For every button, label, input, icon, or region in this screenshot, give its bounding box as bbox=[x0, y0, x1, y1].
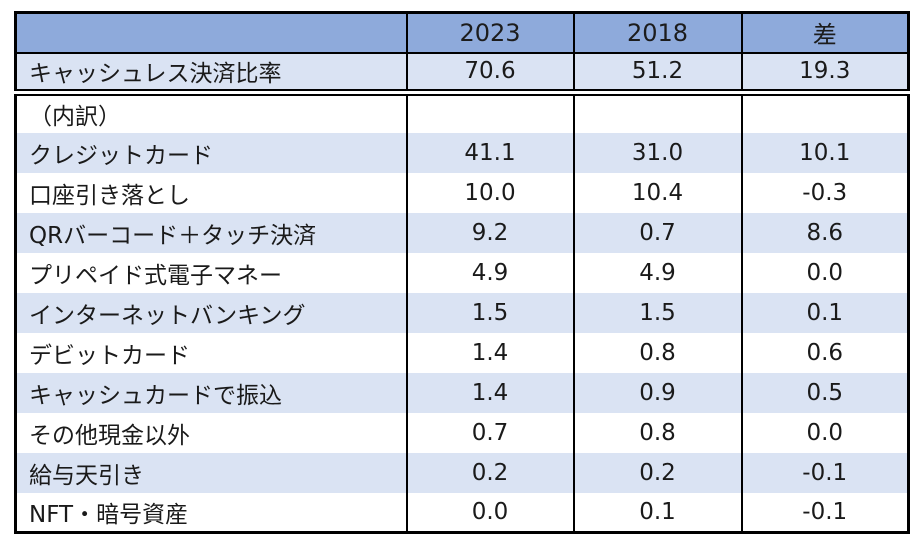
row-label: キャッシュレス決済比率 bbox=[15, 52, 407, 96]
value-cell: 31.0 bbox=[572, 132, 742, 173]
header-label-cell bbox=[15, 12, 407, 54]
value-cell: 0.8 bbox=[572, 332, 742, 373]
table-row: その他現金以外 0.7 0.8 0.0 bbox=[15, 412, 909, 453]
value-cell: 0.2 bbox=[572, 452, 742, 493]
row-label: クレジットカード bbox=[15, 132, 407, 173]
value-cell: 0.5 bbox=[740, 372, 909, 413]
value-cell: 19.3 bbox=[740, 52, 909, 96]
value-cell: -0.1 bbox=[740, 452, 909, 493]
value-cell: 51.2 bbox=[572, 52, 742, 96]
header-difference: 差 bbox=[740, 12, 909, 54]
table-row: NFT・暗号資産 0.0 0.1 -0.1 bbox=[15, 492, 909, 533]
row-label: インターネットバンキング bbox=[15, 292, 407, 333]
value-cell: 0.0 bbox=[405, 492, 574, 533]
value-cell bbox=[405, 92, 574, 133]
value-cell: 1.4 bbox=[405, 372, 574, 413]
table-row: インターネットバンキング 1.5 1.5 0.1 bbox=[15, 292, 909, 333]
row-label: プリペイド式電子マネー bbox=[15, 252, 407, 293]
value-cell: 0.9 bbox=[572, 372, 742, 413]
value-cell: 9.2 bbox=[405, 212, 574, 253]
value-cell: 1.5 bbox=[405, 292, 574, 333]
value-cell: 41.1 bbox=[405, 132, 574, 173]
value-cell: 10.1 bbox=[740, 132, 909, 173]
row-label: キャッシュカードで振込 bbox=[15, 372, 407, 413]
value-cell: 0.8 bbox=[572, 412, 742, 453]
value-cell: 8.6 bbox=[740, 212, 909, 253]
value-cell: 0.0 bbox=[740, 252, 909, 293]
value-cell: -0.3 bbox=[740, 172, 909, 213]
row-label: QRバーコード＋タッチ決済 bbox=[15, 212, 407, 253]
table-body: キャッシュレス決済比率 70.6 51.2 19.3 （内訳） クレジットカード 41.1 3… bbox=[15, 52, 909, 533]
header-row: 2023 2018 差 bbox=[15, 12, 909, 54]
value-cell: 0.7 bbox=[572, 212, 742, 253]
value-cell: 4.9 bbox=[572, 252, 742, 293]
value-cell: 1.4 bbox=[405, 332, 574, 373]
header-year-2023: 2023 bbox=[405, 12, 574, 54]
row-label: デビットカード bbox=[15, 332, 407, 373]
table-row: キャッシュカードで振込 1.4 0.9 0.5 bbox=[15, 372, 909, 413]
value-cell: 0.1 bbox=[740, 292, 909, 333]
value-cell: 0.2 bbox=[405, 452, 574, 493]
row-label: その他現金以外 bbox=[15, 412, 407, 453]
table-row: キャッシュレス決済比率 70.6 51.2 19.3 bbox=[15, 52, 909, 96]
row-label: 口座引き落とし bbox=[15, 172, 407, 213]
row-label: （内訳） bbox=[15, 92, 407, 133]
value-cell: 4.9 bbox=[405, 252, 574, 293]
value-cell bbox=[740, 92, 909, 133]
table-row: （内訳） bbox=[15, 92, 909, 133]
value-cell: 10.0 bbox=[405, 172, 574, 213]
value-cell: 70.6 bbox=[405, 52, 574, 96]
page: 2023 2018 差 キャッシュレス決済比率 70.6 51.2 19.3 （内訳）ク… bbox=[14, 11, 910, 534]
header-year-2018: 2018 bbox=[572, 12, 742, 54]
value-cell: 0.6 bbox=[740, 332, 909, 373]
value-cell: 0.7 bbox=[405, 412, 574, 453]
table-row: クレジットカード 41.1 31.0 10.1 bbox=[15, 132, 909, 173]
value-cell: 1.5 bbox=[572, 292, 742, 333]
value-cell bbox=[572, 92, 742, 133]
table-row: 口座引き落とし 10.0 10.4 -0.3 bbox=[15, 172, 909, 213]
cashless-payment-table: 2023 2018 差 キャッシュレス決済比率 70.6 51.2 19.3 （内訳）ク… bbox=[14, 11, 910, 534]
value-cell: 0.1 bbox=[572, 492, 742, 533]
row-label: NFT・暗号資産 bbox=[15, 492, 407, 533]
row-label: 給与天引き bbox=[15, 452, 407, 493]
table-row: 給与天引き 0.2 0.2 -0.1 bbox=[15, 452, 909, 493]
table-row: デビットカード 1.4 0.8 0.6 bbox=[15, 332, 909, 373]
value-cell: -0.1 bbox=[740, 492, 909, 533]
table-row: プリペイド式電子マネー 4.9 4.9 0.0 bbox=[15, 252, 909, 293]
value-cell: 10.4 bbox=[572, 172, 742, 213]
table-row: QRバーコード＋タッチ決済 9.2 0.7 8.6 bbox=[15, 212, 909, 253]
value-cell: 0.0 bbox=[740, 412, 909, 453]
